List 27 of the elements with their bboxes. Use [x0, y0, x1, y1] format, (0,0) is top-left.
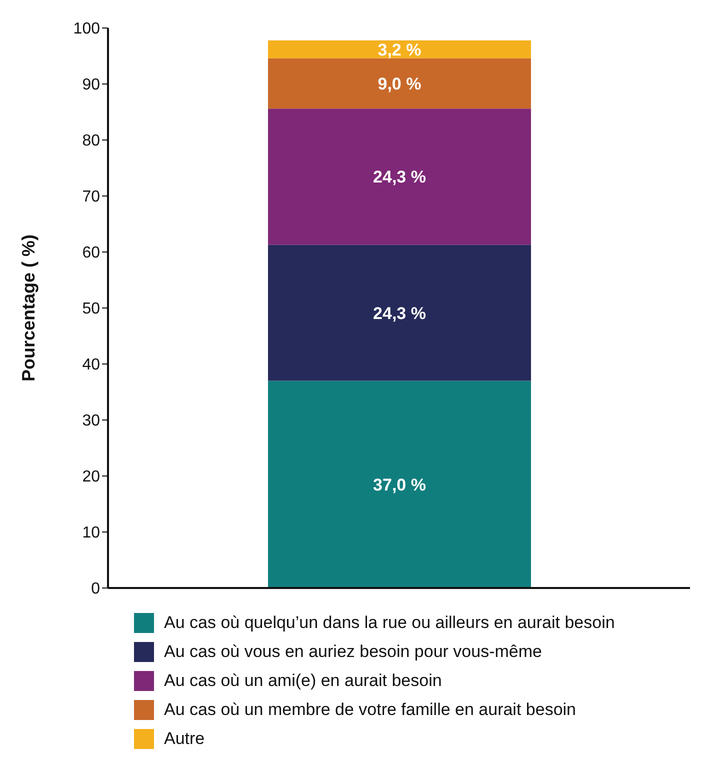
bar [268, 58, 531, 109]
bar [268, 108, 531, 245]
bar [268, 380, 531, 588]
bar [268, 40, 531, 58]
y-tick-label: 0 [91, 580, 100, 598]
data-label: 37,0 % [373, 475, 426, 494]
y-tick-label: 10 [82, 524, 100, 542]
data-label: 24,3 % [373, 304, 426, 323]
y-tick-label: 80 [82, 132, 100, 150]
y-tick-label: 60 [82, 244, 100, 262]
y-tick-label: 70 [82, 188, 100, 206]
y-tick-label: 50 [82, 300, 100, 318]
data-label: 9,0 % [378, 74, 422, 94]
bar [268, 244, 531, 381]
y-tick-label: 100 [73, 20, 100, 38]
legend-label: Autre [164, 728, 205, 748]
data-label: 3,2 % [378, 40, 422, 60]
y-tick-label: 90 [82, 76, 100, 94]
y-tick-label: 30 [82, 412, 100, 430]
data-label: 24,3 % [373, 168, 426, 187]
legend-label: Au cas où quelqu’un dans la rue ou ailleurs en aurait besoin [164, 612, 615, 632]
legend-label: Au cas où un membre de votre famille en aurait besoin [164, 700, 576, 720]
y-tick-label: 20 [82, 468, 100, 486]
y-tick-label: 40 [82, 356, 100, 374]
legend-label: Au cas où vous en auriez besoin pour vous-même [164, 642, 542, 662]
legend-label: Au cas où un ami(e) en aurait besoin [164, 670, 442, 690]
y-axis-title: Pourcentage ( %) [18, 234, 38, 382]
